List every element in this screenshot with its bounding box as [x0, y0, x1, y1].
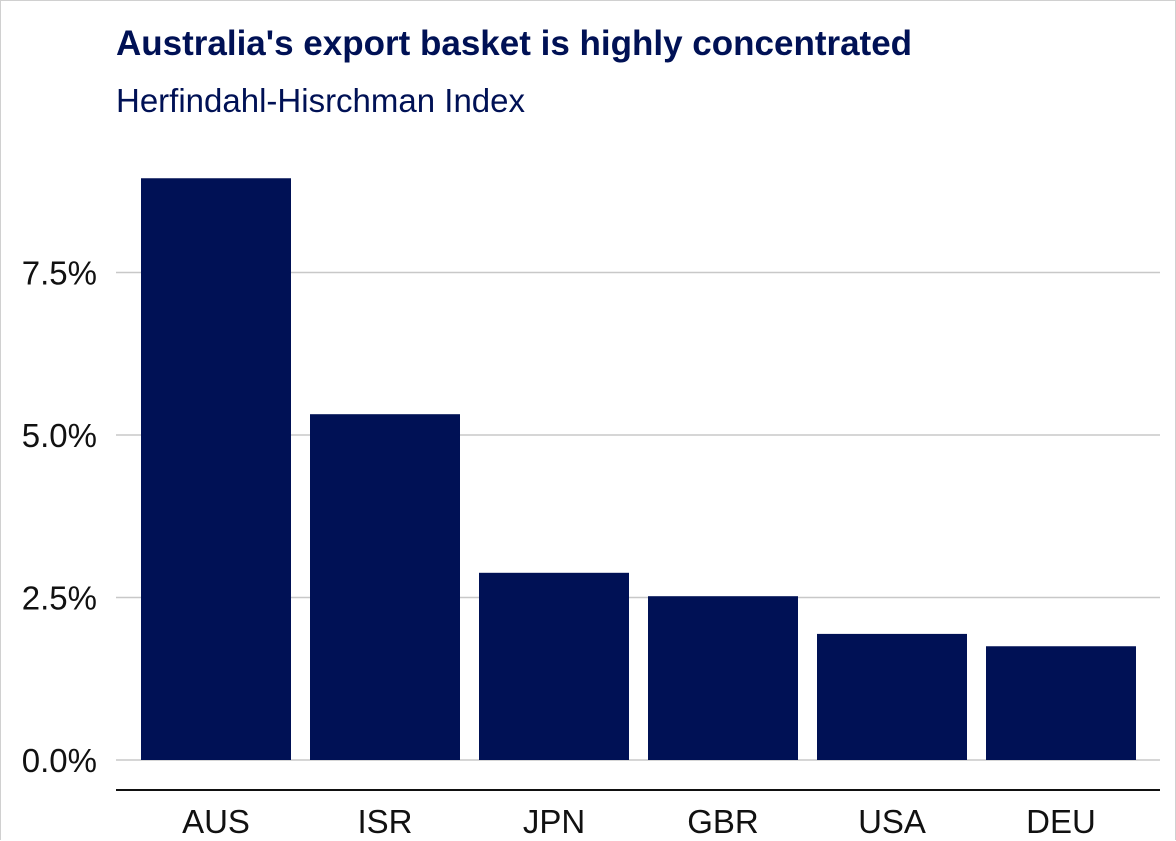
- bar-jpn: [479, 572, 629, 760]
- bar-isr: [310, 414, 460, 760]
- y-tick-label: 5.0%: [22, 417, 97, 454]
- chart-subtitle: Herfindahl-Hisrchman Index: [116, 82, 526, 119]
- bar-deu: [986, 646, 1136, 760]
- bar-usa: [817, 633, 967, 760]
- bar-gbr: [648, 596, 798, 760]
- bars: [141, 178, 1136, 760]
- y-tick-label: 0.0%: [22, 742, 97, 779]
- chart-title: Australia's export basket is highly conc…: [116, 24, 913, 63]
- bar-aus: [141, 178, 291, 760]
- x-tick-label-gbr: GBR: [687, 803, 759, 840]
- x-tick-label-aus: AUS: [182, 803, 250, 840]
- x-tick-label-usa: USA: [858, 803, 926, 840]
- x-tick-label-isr: ISR: [357, 803, 412, 840]
- y-tick-label: 2.5%: [22, 580, 97, 617]
- x-tick-label-jpn: JPN: [523, 803, 585, 840]
- y-tick-label: 7.5%: [22, 255, 97, 292]
- x-tick-label-deu: DEU: [1026, 803, 1096, 840]
- y-axis-tick-labels: 0.0% 2.5% 5.0% 7.5%: [22, 255, 97, 780]
- x-axis-tick-labels: AUS ISR JPN GBR USA DEU: [182, 803, 1096, 840]
